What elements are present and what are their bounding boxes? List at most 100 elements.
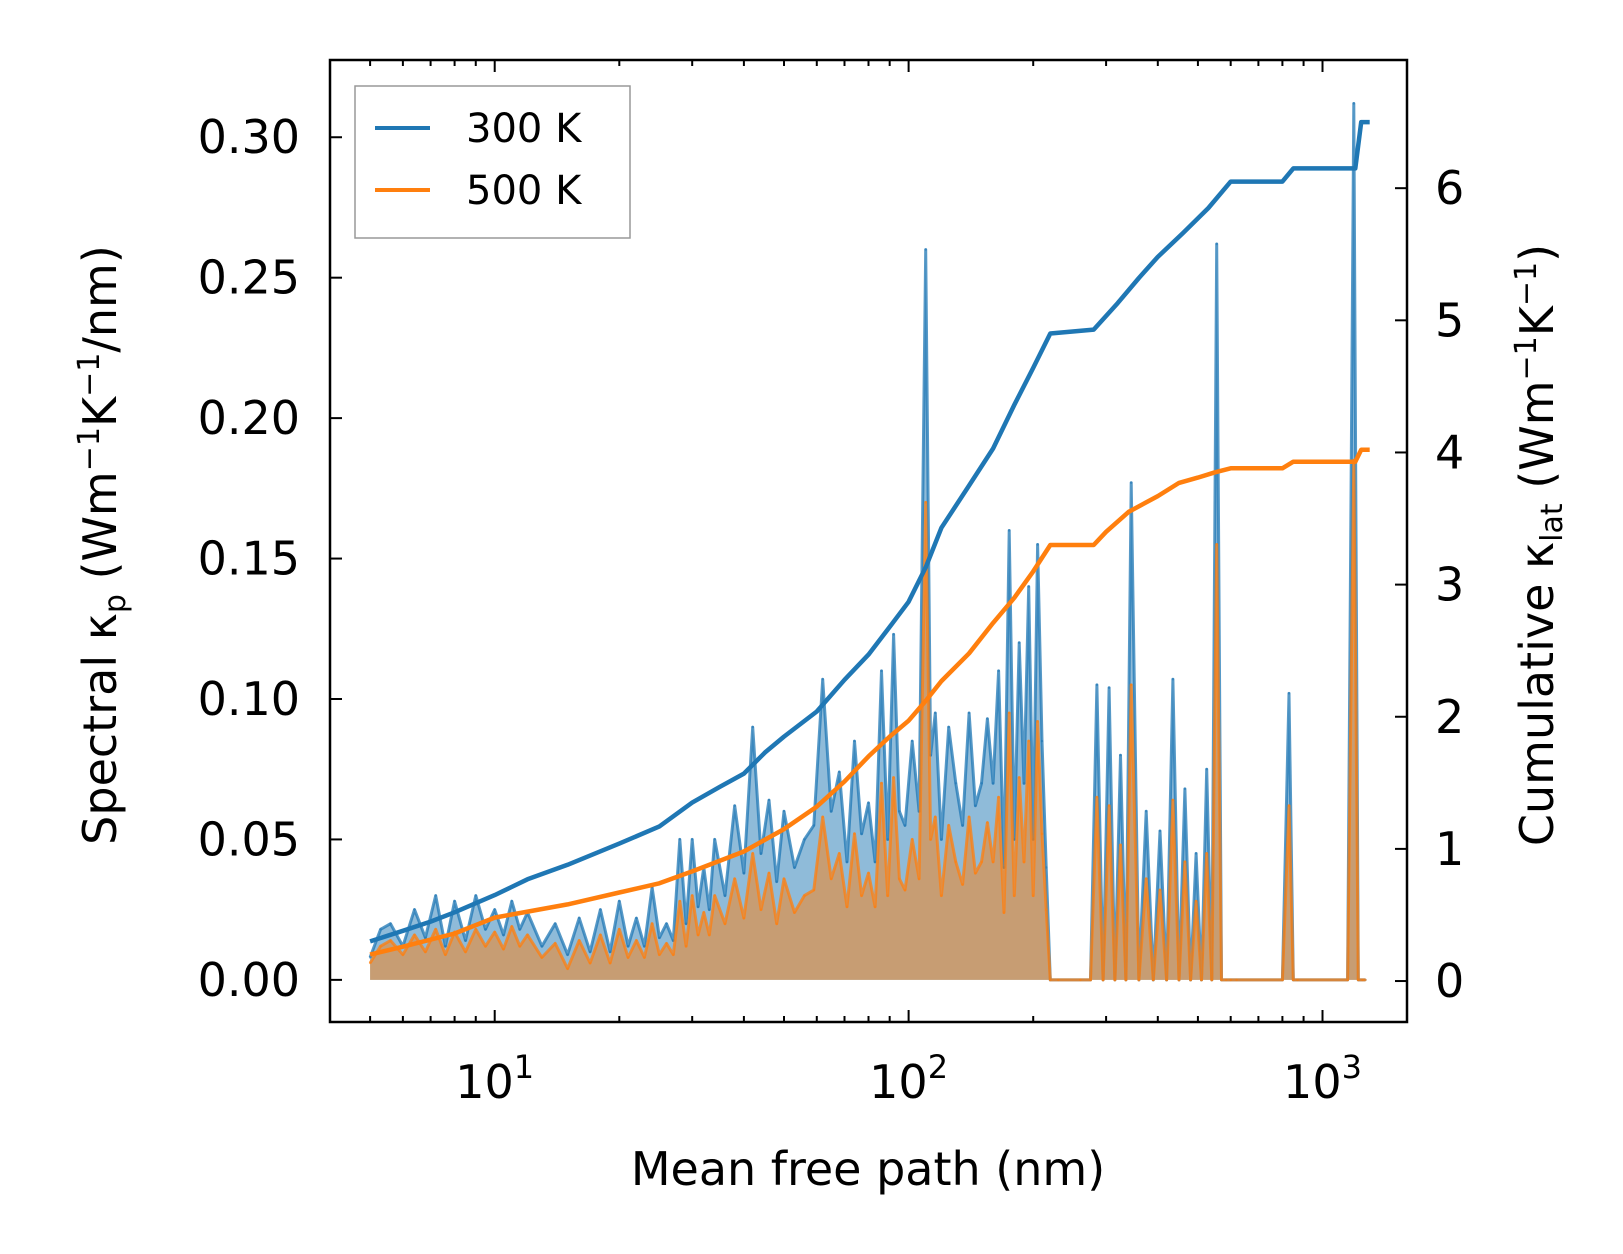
300-k-spectral-point	[947, 725, 950, 729]
300-k-spectral-point	[733, 804, 736, 807]
300-k-spectral-point	[1145, 810, 1148, 813]
500-k-spectral-point	[911, 838, 914, 841]
500-k-spectral-point	[853, 832, 856, 835]
300-k-spectral-point	[599, 908, 602, 911]
500-k-spectral-point	[554, 942, 557, 945]
300-k-spectral-point	[493, 908, 496, 911]
500-k-spectral-point	[793, 911, 796, 914]
300-k-spectral-point	[759, 852, 763, 855]
300-k-spectral-point	[751, 725, 754, 729]
y-right-tick-label: 2	[1435, 690, 1464, 744]
500-k-spectral-point	[578, 939, 581, 942]
300-k-spectral-point	[898, 810, 901, 813]
y-right-tick-label: 1	[1435, 822, 1464, 876]
300-k-spectral-point	[1022, 782, 1026, 785]
300-k-spectral-point	[812, 824, 815, 827]
300-k-spectral-point	[484, 928, 487, 931]
500-k-spectral-point	[678, 900, 681, 903]
500-k-spectral-point	[474, 928, 477, 931]
500-k-spectral-point	[733, 877, 736, 880]
300-k-spectral-point	[626, 945, 630, 948]
300-k-spectral-point	[1008, 529, 1011, 532]
300-k-spectral-point	[742, 871, 746, 875]
300-k-spectral-point	[821, 678, 824, 681]
300-k-spectral-point	[453, 900, 456, 903]
500-k-spectral-point	[702, 911, 705, 914]
300-k-spectral-point	[793, 866, 796, 869]
500-k-spectral-point	[1215, 543, 1218, 546]
500-k-spectral-point	[903, 888, 907, 892]
500-k-spectral-point	[1089, 978, 1092, 982]
300-k-spectral-point	[860, 832, 863, 835]
300-k-spectral-point	[678, 838, 681, 841]
500-k-spectral-point	[961, 883, 964, 886]
x-tick-label: 103	[1283, 1048, 1362, 1109]
y-left-tick-label: 0.20	[198, 391, 300, 445]
500-k-spectral-point	[1040, 832, 1044, 835]
500-k-spectral-point	[1022, 860, 1026, 864]
500-k-spectral-point	[1224, 978, 1228, 982]
500-k-spectral-point	[389, 939, 392, 942]
300-k-spectral-edge	[368, 102, 1366, 982]
300-k-spectral-point	[1205, 768, 1208, 771]
500-k-spectral-point	[917, 877, 921, 880]
300-k-spectral-point	[618, 900, 621, 903]
300-k-spectral-point	[803, 838, 806, 841]
300-k-spectral-point	[980, 782, 983, 785]
500-k-spectral-point	[1130, 683, 1133, 687]
500-k-spectral-point	[1101, 978, 1105, 982]
300-k-spectral-point	[1045, 866, 1048, 869]
300-k-spectral-point	[578, 916, 581, 920]
300-k-spectral-point	[708, 908, 711, 911]
500-k-spectral-point	[566, 967, 569, 970]
y-right-tick-label: 4	[1435, 425, 1464, 479]
500-k-spectral-point	[1210, 978, 1214, 982]
500-k-spectral-point	[812, 888, 815, 892]
300-k-spectral-point	[540, 945, 544, 948]
500-k-spectral-point	[510, 925, 513, 928]
300-k-spectral-point	[510, 900, 513, 903]
legend-label-300k: 300 K	[466, 106, 583, 152]
300-k-spectral-point	[892, 633, 895, 636]
300-k-spectral-point	[1040, 739, 1044, 743]
300-k-spectral-point	[658, 936, 661, 939]
tick-marks	[329, 60, 1407, 1022]
500-k-spectral-point	[588, 961, 592, 965]
300-k-spectral-point	[434, 894, 437, 897]
300-k-spectral-point	[379, 928, 382, 931]
y-right-tick-labels: 0 1 2 3 4 5 6	[1435, 161, 1464, 1008]
500-k-spectral-point	[1292, 978, 1295, 982]
500-k-spectral-point	[1079, 978, 1082, 982]
500-k-spectral-point	[444, 953, 447, 956]
500-k-spectral-point	[873, 905, 877, 908]
500-k-spectral-point	[401, 953, 405, 956]
500-k-spectral-point	[967, 815, 971, 819]
x-tick-label: 102	[869, 1048, 948, 1109]
500-k-spectral-point	[518, 945, 521, 948]
500-k-spectral-edge	[368, 458, 1366, 982]
300-k-spectral-point	[903, 824, 907, 827]
cumulative-line-500-k	[369, 447, 1370, 957]
500-k-spectral-point	[1357, 978, 1360, 982]
y-left-tick-label: 0.30	[198, 110, 300, 164]
500-k-spectral-point	[1119, 843, 1122, 847]
500-k-spectral-point	[1045, 908, 1048, 911]
cumulative-line-layer	[369, 119, 1370, 957]
300-k-spectral-point	[782, 810, 786, 813]
500-k-spectral-point	[708, 933, 711, 937]
300-k-spectral-point	[845, 860, 849, 864]
500-k-spectral-point	[886, 894, 889, 897]
500-k-spectral-point	[1177, 978, 1181, 982]
500-k-spectral-point	[803, 894, 806, 897]
500-k-spectral-point	[635, 939, 638, 942]
500-k-spectral-point	[665, 942, 668, 945]
500-k-spectral-point	[672, 953, 675, 956]
300-k-spectral-point	[1183, 787, 1187, 791]
300-k-spectral-point	[665, 922, 668, 925]
500-k-spectral-point	[608, 961, 612, 965]
300-k-spectral-point	[1171, 678, 1175, 681]
300-k-spectral-point	[474, 894, 477, 897]
500-k-spectral-point	[643, 956, 646, 959]
500-k-spectral-point	[929, 838, 932, 841]
